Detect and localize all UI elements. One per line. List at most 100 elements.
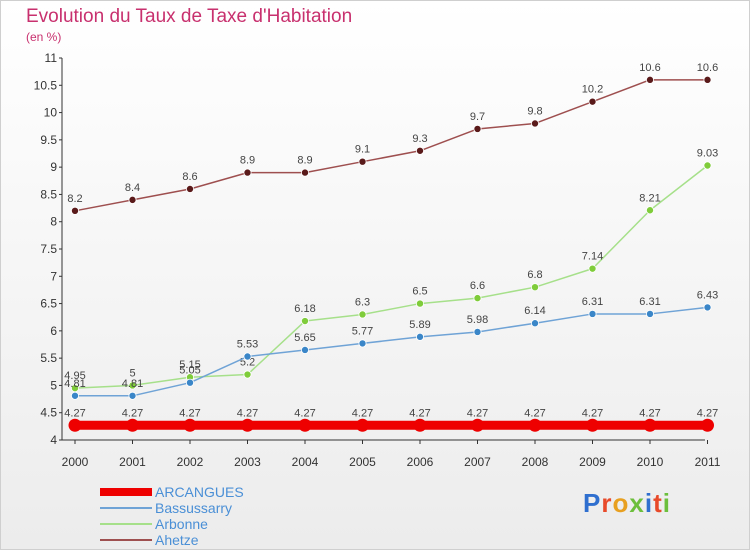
data-point: [588, 264, 597, 273]
data-label: 6.6: [470, 280, 485, 292]
data-label: 5.53: [237, 339, 258, 351]
data-label: 8.4: [125, 182, 140, 194]
data-point: [185, 184, 194, 193]
y-tick-label: 10: [44, 106, 58, 120]
data-point: [71, 391, 80, 400]
data-point: [243, 352, 252, 361]
data-label: 9.1: [355, 144, 370, 156]
chart-legend: ARCANGUES Bassussarry Arbonne Ahetze: [100, 484, 320, 548]
data-point: [703, 303, 712, 312]
legend-swatch: [100, 523, 152, 525]
data-label: 4.27: [294, 407, 315, 419]
data-point: [358, 157, 367, 166]
data-label: 6.5: [412, 286, 427, 298]
data-label: 6.31: [582, 296, 603, 308]
y-tick-label: 9: [50, 160, 57, 174]
legend-label: Ahetze: [155, 532, 199, 548]
data-label: 4.27: [524, 407, 545, 419]
data-label: 5.89: [409, 319, 430, 331]
series-line-bassussarry: [74, 306, 709, 397]
legend-label: Arbonne: [155, 516, 208, 532]
legend-item: Arbonne: [100, 516, 320, 532]
data-point: [588, 309, 597, 318]
data-label: 4.27: [697, 407, 718, 419]
data-point: [646, 206, 655, 215]
data-label: 4.95: [64, 370, 85, 382]
data-label: 5.77: [352, 325, 373, 337]
data-point: [126, 418, 139, 432]
x-tick-label: 2002: [177, 455, 204, 469]
data-label: 10.6: [697, 62, 718, 74]
data-point: [646, 75, 655, 84]
data-point: [643, 418, 657, 432]
data-point: [703, 75, 712, 84]
legend-swatch: [100, 488, 152, 496]
data-label: 8.6: [182, 171, 197, 183]
y-tick-label: 5.5: [40, 351, 57, 365]
data-label: 8.2: [67, 193, 82, 205]
data-point: [300, 168, 309, 177]
data-label: 8.9: [240, 155, 255, 167]
legend-label: Bassussarry: [155, 500, 233, 516]
data-label: 5.98: [467, 314, 488, 326]
data-point: [71, 384, 80, 393]
data-label: 8.21: [639, 192, 660, 204]
data-point: [68, 418, 82, 432]
x-tick-label: 2009: [579, 455, 606, 469]
data-label: 4.81: [122, 378, 143, 390]
data-point: [528, 418, 542, 432]
y-tick-label: 4: [50, 433, 57, 447]
data-label: 10.6: [639, 62, 660, 74]
x-tick-label: 2010: [637, 455, 664, 469]
y-tick-label: 8: [50, 215, 57, 229]
y-tick-label: 7.5: [40, 242, 57, 256]
legend-label: ARCANGUES: [155, 484, 244, 500]
x-tick-label: 2006: [407, 455, 434, 469]
data-label: 4.27: [639, 407, 660, 419]
data-point: [588, 97, 597, 106]
x-tick-label: 2003: [234, 455, 261, 469]
data-point: [243, 370, 252, 379]
data-point: [243, 168, 252, 177]
y-tick-label: 6: [50, 324, 57, 338]
proxiti-logo: Proxiti: [583, 488, 671, 519]
series-line-ahetze: [74, 79, 709, 212]
data-point: [185, 378, 194, 387]
logo-letter: o: [612, 488, 630, 518]
data-label: 5.65: [294, 332, 315, 344]
data-point: [358, 310, 367, 319]
x-tick-label: 2000: [62, 455, 89, 469]
data-label: 6.8: [527, 269, 542, 281]
data-point: [703, 161, 712, 170]
data-point: [241, 418, 254, 432]
logo-letter: i: [644, 488, 654, 518]
x-tick-label: 2008: [522, 455, 549, 469]
legend-item: Ahetze: [100, 532, 320, 548]
legend-item: ARCANGUES: [100, 484, 320, 500]
data-label: 5.2: [240, 357, 255, 369]
data-point: [413, 418, 427, 432]
logo-letter: r: [601, 488, 613, 518]
data-label: 7.14: [582, 251, 603, 263]
data-label: 6.18: [294, 303, 315, 315]
data-label: 6.43: [697, 289, 718, 301]
data-point: [531, 319, 540, 328]
data-point: [701, 418, 714, 432]
chart-title: Evolution du Taux de Taxe d'Habitation: [26, 6, 353, 27]
y-tick-label: 11: [45, 51, 58, 65]
data-label: 9.7: [470, 111, 485, 123]
data-point: [531, 283, 540, 292]
data-point: [300, 345, 309, 354]
data-point: [298, 418, 312, 432]
data-point: [586, 418, 599, 432]
data-label: 6.14: [524, 305, 545, 317]
y-tick-label: 7: [50, 269, 57, 283]
logo-letter: P: [583, 488, 602, 518]
data-label: 10.2: [582, 84, 603, 96]
data-point: [415, 332, 424, 341]
series-line-arbonne: [74, 164, 709, 389]
data-point: [183, 418, 197, 432]
y-tick-label: 10.5: [34, 78, 58, 92]
data-label: 6.31: [639, 296, 660, 308]
